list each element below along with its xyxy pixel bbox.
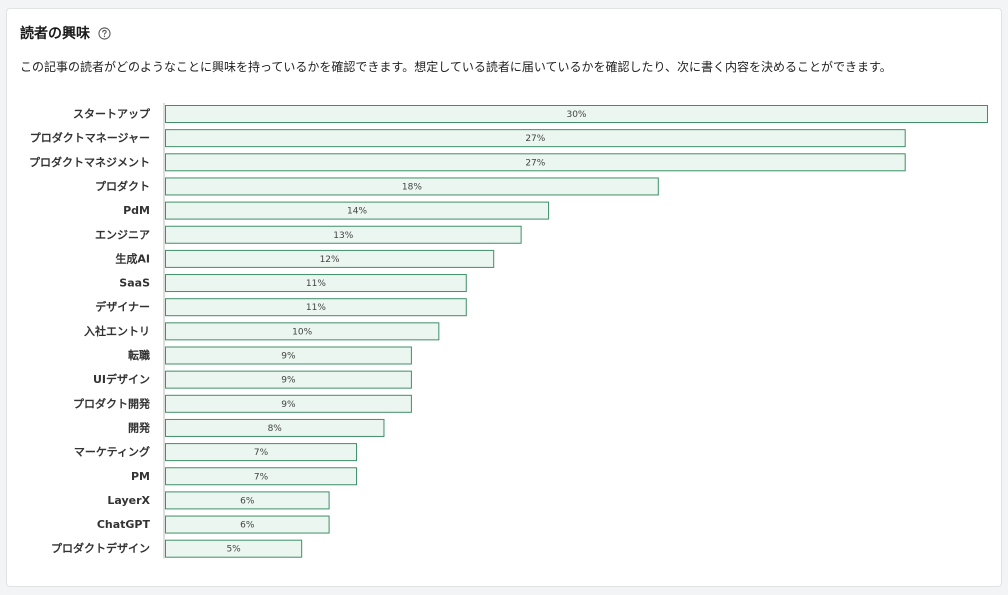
category-label: PM: [131, 470, 150, 483]
bar[interactable]: [165, 177, 659, 196]
category-label: デザイナー: [95, 300, 150, 314]
bar-row: 転職 9%: [128, 346, 412, 365]
bar-row: PM 7%: [131, 467, 358, 486]
category-label: PdM: [123, 204, 150, 217]
bar-value-label: 13%: [333, 231, 353, 241]
bar-row: 開発 8%: [128, 418, 385, 437]
category-label: スタートアップ: [73, 107, 151, 121]
bar-value-label: 30%: [566, 110, 586, 120]
bar[interactable]: [165, 322, 440, 341]
bar-value-label: 27%: [525, 134, 545, 144]
bar[interactable]: [165, 153, 906, 172]
bar-row: プロダクト開発 9%: [73, 394, 412, 413]
bar-row: プロダクトデザイン 5%: [51, 539, 303, 558]
bar[interactable]: [165, 467, 358, 486]
bar-value-label: 6%: [240, 521, 255, 531]
category-label: 入社エントリ: [84, 324, 150, 338]
question-circle-icon[interactable]: [98, 26, 111, 40]
bar[interactable]: [165, 491, 330, 510]
bar-row: マーケティング 7%: [74, 443, 358, 462]
bar-row: UIデザイン 9%: [93, 370, 412, 389]
bar[interactable]: [165, 346, 412, 365]
category-label: 生成AI: [115, 251, 150, 265]
bar-value-label: 7%: [254, 448, 269, 458]
bar[interactable]: [165, 443, 358, 462]
category-label: LayerX: [107, 494, 150, 507]
bar[interactable]: [165, 105, 988, 123]
category-label: プロダクトマネージャー: [30, 131, 150, 145]
panel-header: 読者の興味: [20, 23, 111, 43]
bar-row: プロダクトマネジメント 27%: [29, 153, 906, 172]
bar[interactable]: [165, 201, 550, 220]
bar[interactable]: [165, 394, 412, 413]
category-label: SaaS: [119, 277, 150, 290]
bar-value-label: 5%: [226, 545, 241, 555]
panel-description: この記事の読者がどのようなことに興味を持っているかを確認できます。想定している読…: [20, 60, 892, 74]
bar[interactable]: [165, 249, 495, 268]
bar-value-label: 14%: [347, 207, 367, 217]
bar-value-label: 11%: [306, 279, 326, 289]
bar-value-label: 6%: [240, 496, 255, 506]
bar[interactable]: [165, 129, 906, 148]
bar-value-label: 11%: [306, 303, 326, 313]
bar-value-label: 9%: [281, 400, 296, 410]
bar[interactable]: [165, 515, 330, 534]
bar-value-label: 27%: [525, 158, 545, 168]
bar-value-label: 9%: [281, 352, 296, 362]
bar-row: エンジニア 13%: [95, 225, 522, 244]
bar-row: プロダクト 18%: [95, 177, 659, 196]
bar-row: PdM 14%: [123, 201, 550, 220]
category-label: プロダクトデザイン: [51, 541, 150, 555]
bar-row: ChatGPT 6%: [97, 515, 330, 534]
bar-value-label: 7%: [254, 472, 269, 482]
bar[interactable]: [165, 274, 467, 293]
panel-title: 読者の興味: [20, 26, 90, 42]
category-label: 開発: [128, 420, 151, 434]
bar[interactable]: [165, 225, 522, 244]
bar-value-label: 12%: [320, 255, 340, 265]
bar-row: プロダクトマネージャー 27%: [30, 129, 906, 148]
category-label: プロダクト開発: [73, 396, 151, 410]
bar[interactable]: [165, 298, 467, 317]
bar-value-label: 18%: [402, 182, 422, 192]
bar-row: 生成AI 12%: [115, 249, 495, 268]
bar[interactable]: [165, 370, 412, 389]
bar-value-label: 9%: [281, 376, 296, 386]
bar-row: デザイナー 11%: [95, 298, 467, 317]
bar[interactable]: [165, 539, 303, 558]
category-label: マーケティング: [74, 445, 150, 459]
category-label: プロダクトマネジメント: [29, 155, 150, 169]
reader-interests-panel: 読者の興味 この記事の読者がどのようなことに興味を持っているかを確認できます。想…: [6, 8, 1002, 587]
bar-row: SaaS 11%: [119, 274, 467, 293]
category-label: UIデザイン: [93, 372, 150, 386]
bar-value-label: 10%: [292, 327, 312, 337]
bar-row: 入社エントリ 10%: [84, 322, 440, 341]
bar-row: LayerX 6%: [107, 491, 330, 510]
bar-row: スタートアップ 30%: [73, 105, 988, 123]
category-label: 転職: [128, 348, 150, 362]
bar-value-label: 8%: [268, 424, 283, 434]
bar[interactable]: [165, 418, 385, 437]
category-label: プロダクト: [95, 179, 150, 193]
category-label: ChatGPT: [97, 518, 151, 531]
category-label: エンジニア: [95, 228, 150, 241]
